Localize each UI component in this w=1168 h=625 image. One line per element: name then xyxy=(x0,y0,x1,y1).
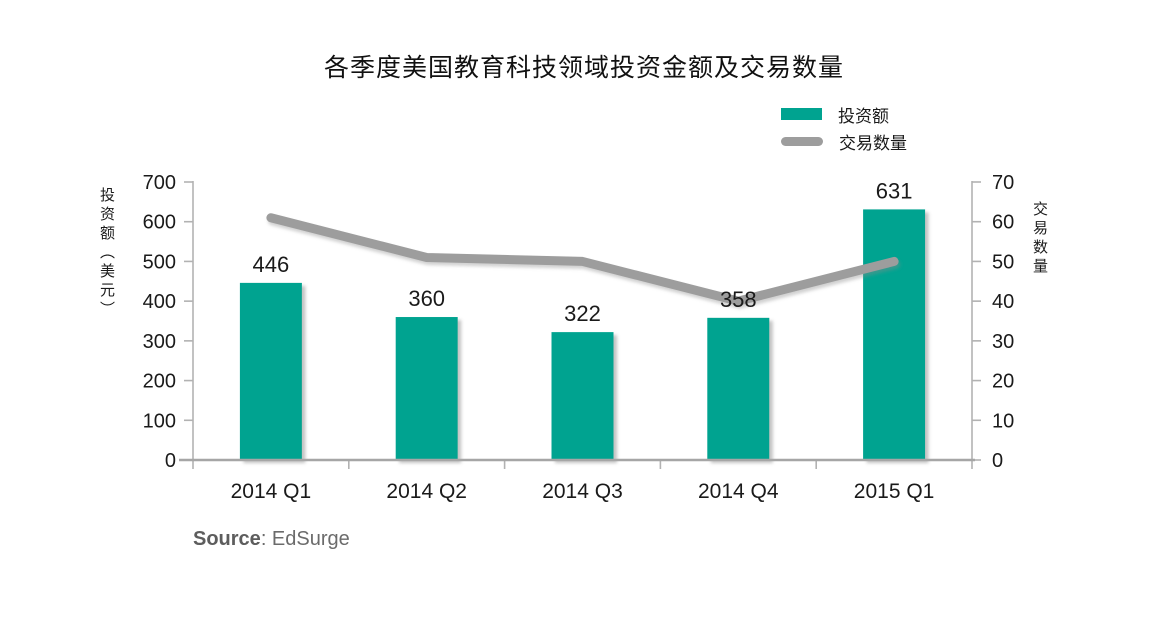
bar-swatch-icon xyxy=(781,108,822,120)
x-axis-label: 2014 Q4 xyxy=(698,480,779,503)
left-axis-tick-label: 100 xyxy=(143,410,176,432)
deal-count-line xyxy=(266,213,899,306)
right-axis-tick-label: 0 xyxy=(992,450,1003,472)
bar-value-label: 446 xyxy=(253,252,290,277)
bar-2014-q1 xyxy=(239,282,302,460)
right-axis-tick-label: 60 xyxy=(992,212,1014,234)
legend-item-investment: 投资额 xyxy=(781,107,907,126)
x-axis-label: 2015 Q1 xyxy=(854,480,935,503)
right-axis-tick-label: 10 xyxy=(992,410,1014,432)
legend-label-investment: 投资额 xyxy=(838,106,889,126)
right-axis-tick-label: 40 xyxy=(992,291,1014,313)
line-swatch-icon xyxy=(781,136,823,146)
bar-2014-q2 xyxy=(395,317,458,460)
right-axis-title: 交易数量 xyxy=(1031,201,1048,277)
legend: 投资额 交易数量 xyxy=(781,107,907,153)
bar-value-label: 358 xyxy=(720,287,757,312)
left-axis-tick-label: 0 xyxy=(165,450,176,472)
bar-2014-q3 xyxy=(551,332,614,460)
right-axis-tick-label: 70 xyxy=(992,172,1014,194)
source-label: Source xyxy=(193,528,261,550)
source-note: Source: EdSurge xyxy=(193,528,350,551)
left-axis-title: 投资额（美元） xyxy=(98,187,115,320)
left-axis-tick-label: 700 xyxy=(143,172,176,194)
legend-label-deal-count: 交易数量 xyxy=(839,133,907,153)
x-axis-label: 2014 Q2 xyxy=(386,480,467,503)
left-axis-tick-label: 400 xyxy=(143,291,176,313)
bar-value-label: 631 xyxy=(876,178,913,203)
bar-2015-q1 xyxy=(863,209,926,460)
bar-value-label: 360 xyxy=(408,286,445,311)
bar-2014-q4 xyxy=(707,317,770,460)
left-axis-tick-label: 300 xyxy=(143,331,176,353)
chart-title: 各季度美国教育科技领域投资金额及交易数量 xyxy=(323,54,844,82)
legend-item-deal-count: 交易数量 xyxy=(781,134,907,153)
source-value: : EdSurge xyxy=(260,528,350,550)
left-axis-tick-label: 500 xyxy=(143,251,176,273)
right-axis-tick-label: 50 xyxy=(992,251,1014,273)
left-axis-tick-label: 200 xyxy=(143,371,176,393)
x-axis-label: 2014 Q3 xyxy=(542,480,623,503)
bar-value-label: 322 xyxy=(564,301,601,326)
right-axis-tick-label: 30 xyxy=(992,331,1014,353)
right-axis-tick-label: 20 xyxy=(992,371,1014,393)
left-axis-tick-label: 600 xyxy=(143,212,176,234)
x-axis-label: 2014 Q1 xyxy=(231,480,312,503)
